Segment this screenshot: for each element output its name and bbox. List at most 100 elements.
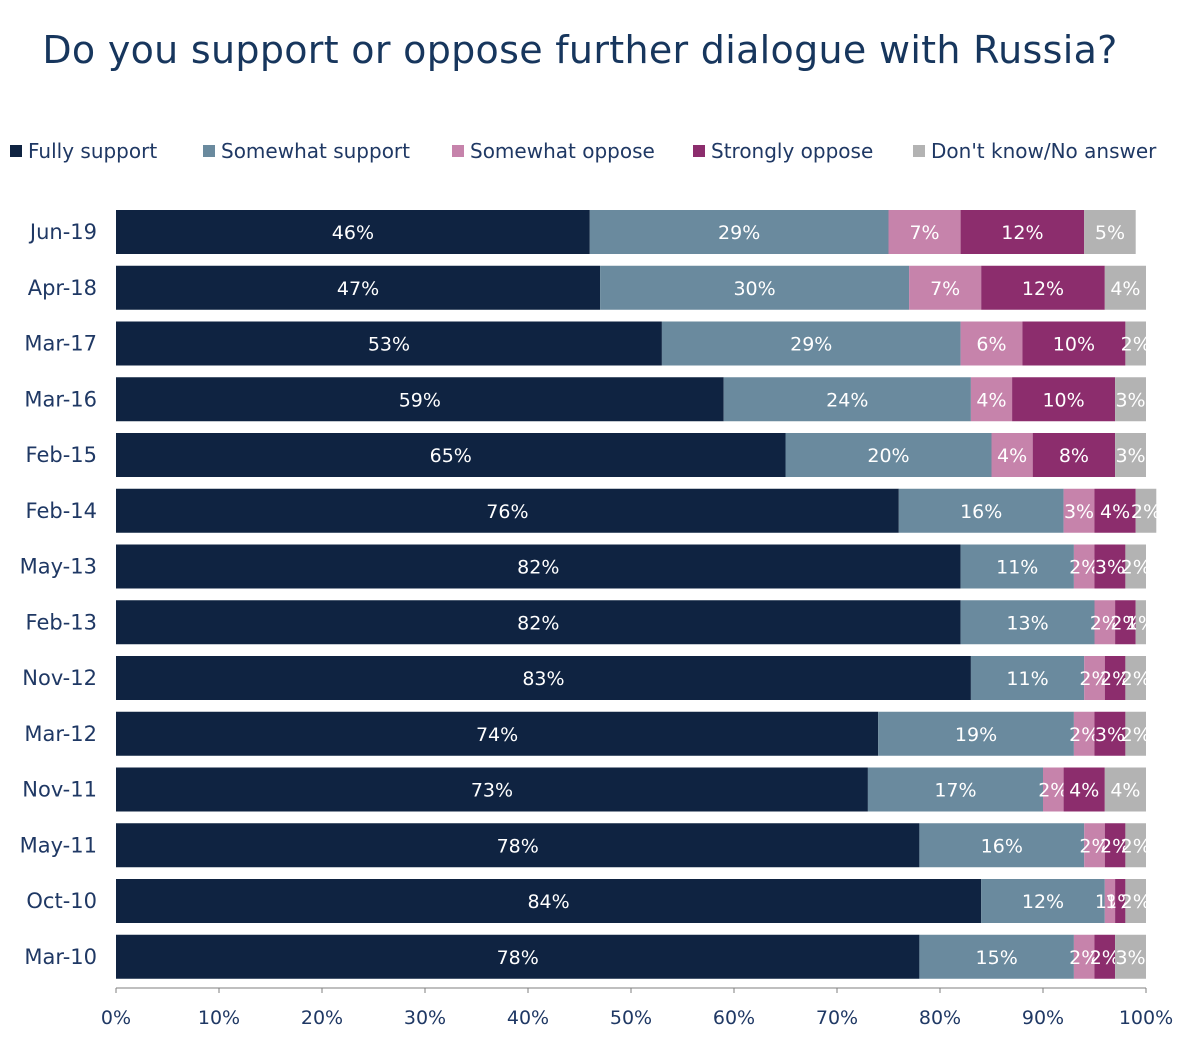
bar-segment — [960, 210, 1085, 254]
x-tick-label: 100% — [1119, 1007, 1173, 1029]
bar-segment — [1063, 767, 1105, 812]
bar-segment — [1094, 600, 1116, 645]
legend-swatch — [913, 145, 925, 157]
data-label: 2% — [1079, 668, 1109, 690]
data-label: 2% — [1069, 557, 1099, 579]
bar-segment — [867, 767, 1043, 812]
x-tick-label: 50% — [610, 1007, 652, 1029]
bar-segment — [1125, 823, 1146, 868]
bar-segment — [1104, 823, 1126, 868]
data-label: 2% — [1121, 334, 1151, 356]
bar-segment — [1125, 879, 1146, 923]
data-label: 4% — [976, 389, 1006, 411]
category-label: Jun-19 — [28, 220, 97, 244]
data-label: 2% — [1079, 835, 1109, 857]
bar-segment — [600, 265, 910, 310]
data-label: 2% — [1069, 724, 1099, 746]
data-label: 82% — [517, 612, 559, 634]
chart-title: Do you support or oppose further dialogu… — [42, 28, 1118, 72]
data-label: 11% — [1006, 668, 1048, 690]
bar-segment — [1104, 879, 1116, 923]
category-label: Feb-14 — [26, 499, 97, 523]
bar-segment — [970, 377, 1013, 422]
data-label: 3% — [1115, 445, 1145, 467]
data-label: 59% — [399, 389, 441, 411]
category-label: May-11 — [20, 833, 97, 857]
data-label: 2% — [1100, 835, 1130, 857]
data-label: 16% — [981, 835, 1023, 857]
data-label: 2% — [1100, 668, 1130, 690]
data-label: 78% — [497, 947, 539, 969]
legend-swatch — [693, 145, 705, 157]
data-label: 3% — [1115, 947, 1145, 969]
category-label: Apr-18 — [28, 276, 97, 300]
bar-segment — [116, 767, 868, 812]
data-label: 3% — [1095, 557, 1125, 579]
x-tick-label: 20% — [301, 1007, 343, 1029]
bar-segment — [1032, 433, 1116, 477]
x-tick-label: 90% — [1022, 1007, 1064, 1029]
bar-segment — [960, 600, 1095, 645]
data-label: 3% — [1095, 724, 1125, 746]
data-label: 2% — [1121, 668, 1151, 690]
data-label: 7% — [909, 222, 939, 244]
data-label: 2% — [1121, 724, 1151, 746]
data-label: 2% — [1121, 835, 1151, 857]
bar-segment — [981, 265, 1105, 310]
bar-segment — [1115, 934, 1146, 979]
data-label: 6% — [976, 334, 1006, 356]
bar-segment — [1125, 656, 1146, 700]
data-label: 4% — [997, 445, 1027, 467]
data-label: 19% — [955, 724, 997, 746]
bar-segment — [116, 265, 601, 310]
data-label: 46% — [332, 222, 374, 244]
category-label: Nov-11 — [22, 778, 97, 802]
category-label: Mar-12 — [24, 722, 97, 746]
bar-segment — [1125, 544, 1146, 589]
bar-segment — [898, 488, 1064, 533]
category-label: Feb-13 — [26, 610, 97, 634]
data-label: 1% — [1126, 612, 1156, 634]
bar-segment — [1135, 600, 1146, 645]
bar-segment — [116, 321, 662, 366]
bar-segment — [116, 823, 920, 868]
data-label: 53% — [368, 334, 410, 356]
data-label: 12% — [1022, 278, 1064, 300]
data-label: 30% — [733, 278, 775, 300]
bar-segment — [991, 433, 1033, 477]
bar-segment — [589, 210, 889, 254]
data-label: 2% — [1069, 947, 1099, 969]
bar-segment — [1012, 377, 1116, 422]
bar-segment — [1094, 488, 1136, 533]
data-label: 2% — [1090, 612, 1120, 634]
bar-segment — [960, 544, 1074, 589]
data-label: 17% — [934, 780, 976, 802]
bar-segment — [785, 433, 992, 477]
bar-segment — [888, 210, 961, 254]
data-label: 2% — [1121, 557, 1151, 579]
data-label: 76% — [486, 501, 528, 523]
x-tick-label: 30% — [404, 1007, 446, 1029]
data-label: 13% — [1006, 612, 1048, 634]
category-label: Oct-10 — [26, 889, 97, 913]
bar-segment — [116, 879, 982, 923]
data-label: 10% — [1053, 334, 1095, 356]
data-label: 11% — [996, 557, 1038, 579]
bar-segment — [1022, 321, 1126, 366]
category-label: Feb-15 — [26, 443, 97, 467]
bar-segment — [1094, 711, 1126, 756]
data-label: 2% — [1038, 780, 1068, 802]
bar-segment — [960, 321, 1023, 366]
bar-segment — [1043, 767, 1064, 812]
category-label: Mar-17 — [24, 332, 97, 356]
data-label: 24% — [826, 389, 868, 411]
x-tick-label: 70% — [816, 1007, 858, 1029]
data-label: 15% — [976, 947, 1018, 969]
bar-segment — [116, 711, 879, 756]
data-label: 82% — [517, 557, 559, 579]
data-label: 2% — [1090, 947, 1120, 969]
bar-segment — [1063, 488, 1095, 533]
bar-segment — [1094, 544, 1126, 589]
data-label: 84% — [527, 891, 569, 913]
data-label: 73% — [471, 780, 513, 802]
